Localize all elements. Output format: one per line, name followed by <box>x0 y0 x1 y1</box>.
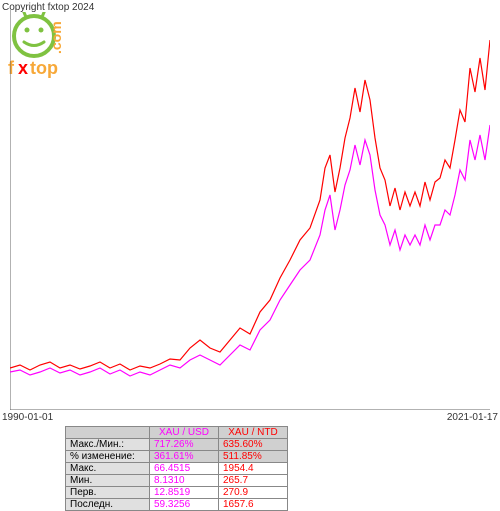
table-row-value1: 66.4515 <box>150 463 219 475</box>
price-chart <box>10 10 490 410</box>
x-axis-end-date: 2021-01-17 <box>447 412 498 423</box>
table-header-empty <box>66 427 150 439</box>
table-row-value2: 511.85% <box>219 451 288 463</box>
table-row-value1: 8.1310 <box>150 475 219 487</box>
table-row-value1: 717.26% <box>150 439 219 451</box>
table-row-label: % изменение: <box>66 451 150 463</box>
table-row-label: Макс. <box>66 463 150 475</box>
stats-table: XAU / USD XAU / NTD Макс./Мин.:717.26%63… <box>65 426 288 511</box>
table-row-value2: 635.60% <box>219 439 288 451</box>
table-row-label: Последн. <box>66 499 150 511</box>
table-row-value1: 59.3256 <box>150 499 219 511</box>
table-row-value1: 12.8519 <box>150 487 219 499</box>
table-row-value1: 361.61% <box>150 451 219 463</box>
table-header-series1: XAU / USD <box>150 427 219 439</box>
table-row-label: Мин. <box>66 475 150 487</box>
table-row-label: Перв. <box>66 487 150 499</box>
table-row-value2: 1954.4 <box>219 463 288 475</box>
table-row-label: Макс./Мин.: <box>66 439 150 451</box>
table-row-value2: 1657.6 <box>219 499 288 511</box>
x-axis-start-date: 1990-01-01 <box>2 412 53 423</box>
table-row-value2: 265.7 <box>219 475 288 487</box>
table-row-value2: 270.9 <box>219 487 288 499</box>
table-header-series2: XAU / NTD <box>219 427 288 439</box>
